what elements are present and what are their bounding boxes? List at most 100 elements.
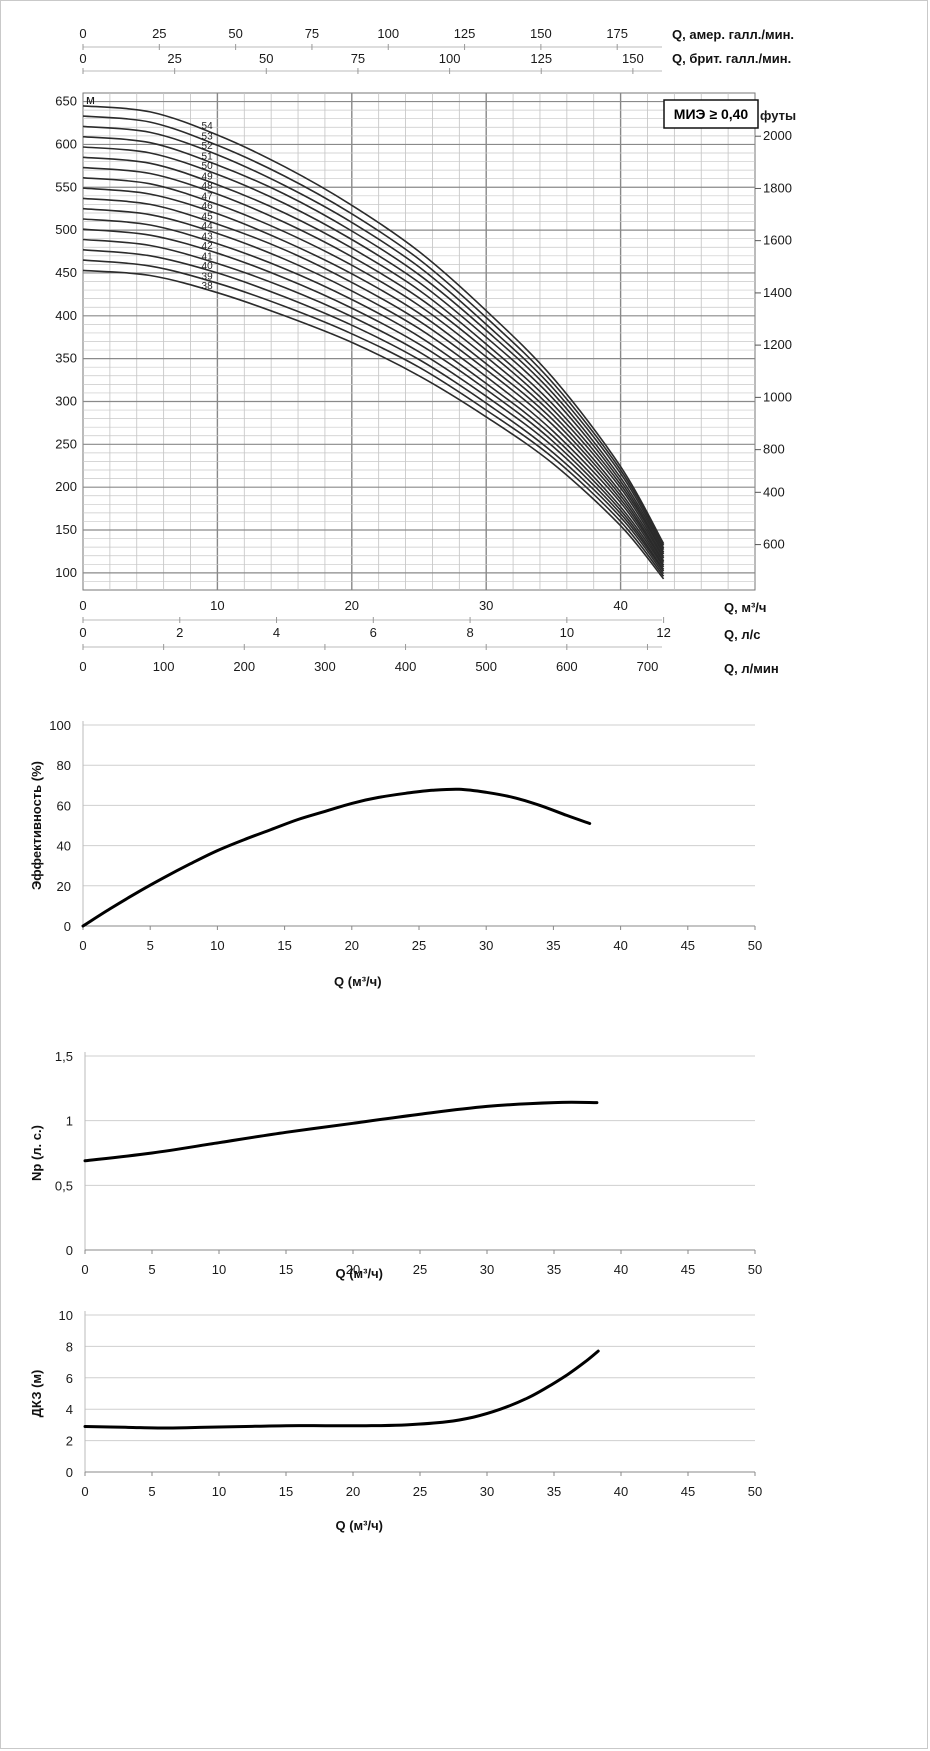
head-curve-53 — [82, 115, 665, 546]
head-y2-tick-label: 400 — [763, 484, 785, 499]
x-tick-label: 5 — [148, 1262, 155, 1277]
head-y-tick-label: 200 — [55, 479, 77, 494]
efficiency-grid — [82, 721, 755, 927]
power-chart: 0 0,5 1 1,5 0 5 10 15 20 25 30 35 40 45 50 Q (м³/ч) Np… — [29, 1049, 762, 1281]
efficiency-x-label: Q (м³/ч) — [334, 974, 382, 989]
x-tick-label: 5 — [147, 938, 154, 953]
head-curve-label-48: 48 — [202, 181, 214, 192]
secondary-axis-tick-label: 25 — [152, 26, 166, 41]
power-x-label: Q (м³/ч) — [336, 1266, 384, 1281]
secondary-axis-tick-label: 100 — [439, 51, 461, 66]
head-curve-49 — [82, 156, 665, 555]
mei-badge-box — [663, 99, 759, 129]
x-tick-label: 15 — [279, 1262, 293, 1277]
head-curve-label-44: 44 — [202, 221, 214, 232]
x-tick-label: 10 — [212, 1484, 226, 1499]
mei-badge: МИЭ ≥ 0,40 — [674, 106, 749, 122]
secondary-axis-tick-label: 10 — [210, 598, 224, 613]
y-tick-label: 0,5 — [55, 1178, 73, 1193]
secondary-axis-tick-label: 0 — [79, 51, 86, 66]
x-tick-label: 50 — [748, 938, 762, 953]
head-curve-label-54: 54 — [202, 121, 214, 132]
head-curve-label-41: 41 — [202, 251, 214, 262]
secondary-axis-tick-label: 6 — [370, 625, 377, 640]
head-axes: 1001502002503003504004505005506006502000… — [55, 26, 792, 674]
efficiency-y-label: Эффективность (%) — [29, 761, 44, 890]
npsh-curve — [83, 1349, 600, 1430]
head-y-tick-label: 350 — [55, 351, 77, 366]
power-y-label: Np (л. с.) — [29, 1125, 44, 1181]
secondary-axis-tick-label: 0 — [79, 625, 86, 640]
power-ticks: 0 0,5 1 1,5 0 5 10 15 20 25 30 35 40 45 50 — [55, 1049, 762, 1277]
x-tick-label: 40 — [614, 1262, 628, 1277]
head-curve-52 — [82, 125, 665, 549]
y-tick-label: 0 — [66, 1243, 73, 1258]
x-tick-label: 15 — [279, 1484, 293, 1499]
x-tick-label: 10 — [212, 1262, 226, 1277]
secondary-axis-tick-label: 175 — [606, 26, 628, 41]
y-tick-label: 1 — [66, 1114, 73, 1129]
y-tick-label: 0 — [64, 919, 71, 934]
head-curve-54 — [82, 105, 665, 545]
secondary-axis-tick-label: 50 — [228, 26, 242, 41]
head-y-tick-label: 650 — [55, 94, 77, 109]
x-tick-label: 45 — [681, 938, 695, 953]
x-tick-label: 35 — [547, 1484, 561, 1499]
secondary-axis-tick-label: 150 — [622, 51, 644, 66]
x-tick-label: 20 — [346, 1484, 360, 1499]
x-tick-label: 45 — [681, 1484, 695, 1499]
x-tick-label: 25 — [412, 938, 426, 953]
head-curve-label-42: 42 — [202, 241, 214, 252]
secondary-axis-tick-label: 8 — [466, 625, 473, 640]
x-tick-label: 45 — [681, 1262, 695, 1277]
head-y2-tick-label: 600 — [763, 537, 785, 552]
secondary-axis-tick-label: 40 — [613, 598, 627, 613]
secondary-axis-tick-label: 75 — [351, 51, 365, 66]
head-y-tick-label: 250 — [55, 436, 77, 451]
y-tick-label: 10 — [59, 1308, 73, 1323]
head-curve-42 — [82, 228, 665, 570]
head-y2-tick-label: 1800 — [763, 180, 792, 195]
secondary-axis-tick-label: 50 — [259, 51, 273, 66]
y-tick-label: 8 — [66, 1339, 73, 1354]
y-tick-label: 20 — [57, 879, 71, 894]
x-tick-label: 30 — [480, 1484, 494, 1499]
y-tick-label: 100 — [49, 718, 71, 733]
head-curve-51 — [82, 135, 665, 551]
secondary-axis-tick-label: 300 — [314, 659, 336, 674]
x-tick-label: 20 — [346, 1262, 360, 1277]
axis-label-lmin: Q, л/мин — [724, 661, 779, 676]
axis-label-m3h: Q, м³/ч — [724, 600, 766, 615]
head-y-tick-label: 500 — [55, 222, 77, 237]
y-tick-label: 6 — [66, 1371, 73, 1386]
secondary-axis-tick-label: 125 — [454, 26, 476, 41]
head-y-tick-label: 600 — [55, 136, 77, 151]
secondary-axis-tick-label: 200 — [233, 659, 255, 674]
efficiency-chart: 0 20 40 60 80 100 0 5 10 15 20 25 30 35 40 45 50 Q (м³/ч… — [29, 718, 762, 989]
secondary-axis-tick-label: 500 — [475, 659, 497, 674]
head-curve-label-40: 40 — [202, 261, 214, 272]
x-tick-label: 50 — [748, 1484, 762, 1499]
head-y2-tick-label: 1200 — [763, 337, 792, 352]
y2-axis-label-feet: футы — [760, 108, 796, 123]
x-tick-label: 35 — [546, 938, 560, 953]
head-curve-label-50: 50 — [202, 161, 214, 172]
secondary-axis-tick-label: 0 — [79, 598, 86, 613]
x-tick-label: 30 — [480, 1262, 494, 1277]
efficiency-curve-group — [81, 787, 592, 928]
secondary-axis-tick-label: 20 — [345, 598, 359, 613]
head-y-tick-label: 150 — [55, 522, 77, 537]
head-y-tick-label: 100 — [55, 565, 77, 580]
x-tick-label: 25 — [413, 1262, 427, 1277]
secondary-axis-tick-label: 150 — [530, 26, 552, 41]
head-curves — [82, 105, 665, 580]
x-tick-label: 25 — [413, 1484, 427, 1499]
secondary-axis-tick-label: 4 — [273, 625, 280, 640]
x-tick-label: 40 — [614, 1484, 628, 1499]
head-curve-45 — [82, 197, 665, 564]
head-grid — [82, 92, 756, 591]
y-tick-label: 4 — [66, 1402, 73, 1417]
secondary-axis-tick-label: 10 — [560, 625, 574, 640]
x-tick-label: 20 — [345, 938, 359, 953]
